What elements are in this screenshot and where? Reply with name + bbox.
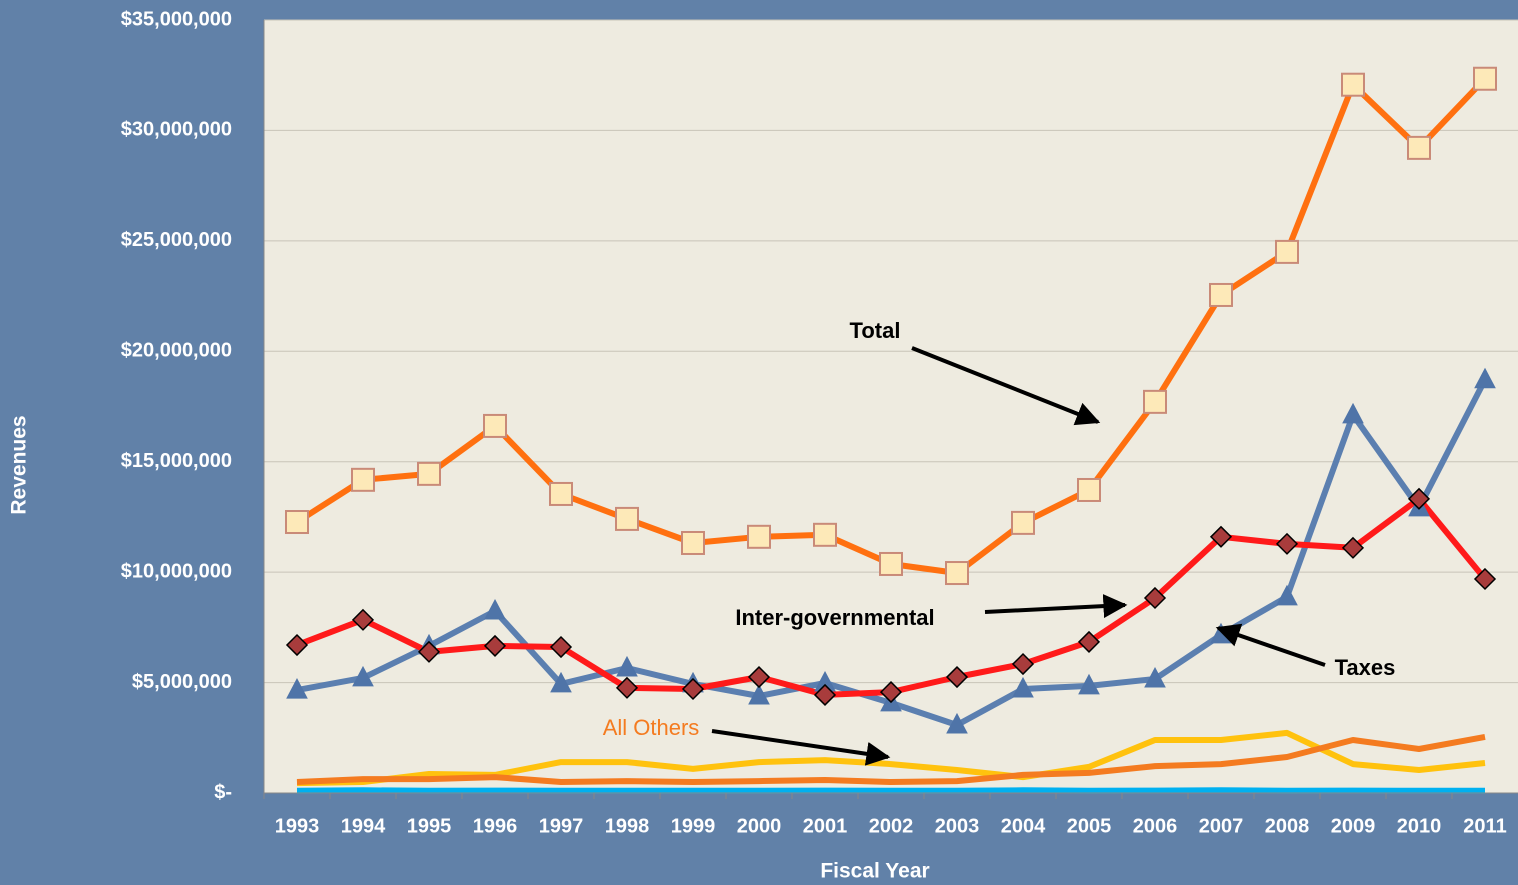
marker (1077, 477, 1101, 502)
marker (1474, 367, 1496, 389)
marker (351, 467, 375, 492)
marker (1407, 487, 1431, 510)
x-tick-label: 2009 (1331, 815, 1376, 837)
marker (748, 683, 770, 705)
plot-area (264, 20, 1518, 793)
marker (681, 677, 705, 701)
marker (484, 598, 506, 620)
annotation: Inter-governmental (735, 605, 934, 630)
x-tick-label: 2004 (1001, 815, 1046, 837)
marker (1276, 584, 1298, 606)
marker (549, 635, 573, 659)
y-tick-label: $15,000,000 (121, 450, 232, 472)
marker (1143, 389, 1167, 414)
marker (1341, 72, 1365, 97)
arrow (1215, 623, 1326, 667)
marker (616, 655, 638, 677)
marker (813, 683, 837, 706)
y-tick-label: $- (214, 781, 232, 803)
x-tick-label: 2008 (1265, 815, 1310, 837)
marker (417, 640, 441, 663)
annotation: Total (850, 318, 901, 343)
y-tick-label: $10,000,000 (121, 560, 232, 582)
marker (945, 665, 969, 689)
marker (747, 665, 771, 689)
marker (1012, 676, 1034, 698)
x-tick-label: 1993 (275, 815, 320, 837)
arrow (911, 346, 1101, 426)
marker (1011, 510, 1035, 535)
series-line (296, 733, 1486, 785)
marker (1209, 282, 1233, 307)
x-tick-label: 2005 (1067, 815, 1112, 837)
marker (681, 530, 705, 555)
series-line (296, 787, 1485, 794)
y-tick-label: $5,000,000 (132, 671, 232, 693)
marker (352, 665, 374, 687)
x-tick-label: 1998 (605, 815, 650, 837)
marker (1011, 652, 1035, 676)
x-tick-label: 1995 (407, 815, 452, 837)
x-axis-title: Fiscal Year (820, 860, 929, 883)
x-tick-label: 2000 (737, 815, 782, 837)
y-axis-title: Revenues (8, 415, 31, 514)
marker (1342, 402, 1364, 424)
y-tick-label: $35,000,000 (121, 8, 232, 30)
x-tick-label: 2003 (935, 815, 980, 837)
marker (1209, 525, 1233, 548)
x-tick-label: 2007 (1199, 815, 1244, 837)
marker (1078, 673, 1100, 695)
x-tick-label: 1999 (671, 815, 716, 837)
marker (615, 506, 639, 531)
marker (285, 510, 309, 535)
marker (747, 524, 771, 549)
x-tick-label: 1996 (473, 815, 518, 837)
x-tick-label: 2010 (1397, 815, 1442, 837)
arrow (711, 729, 891, 766)
y-tick-label: $25,000,000 (121, 229, 232, 251)
marker (483, 634, 507, 657)
marker (879, 681, 903, 704)
y-tick-label: $30,000,000 (121, 119, 232, 141)
arrow (984, 594, 1128, 619)
annotation: Taxes (1335, 655, 1396, 680)
annotation: All Others (603, 715, 700, 740)
x-tick-label: 1994 (341, 815, 386, 837)
marker (1144, 666, 1166, 688)
marker (351, 608, 375, 631)
marker (615, 676, 639, 699)
marker (945, 561, 969, 586)
marker (549, 481, 573, 506)
marker (1407, 135, 1431, 160)
marker (483, 413, 507, 438)
marker (879, 551, 903, 576)
marker (1341, 536, 1365, 559)
marker (417, 461, 441, 486)
x-tick-label: 2002 (869, 815, 914, 837)
x-tick-label: 2001 (803, 815, 848, 837)
marker (550, 671, 572, 693)
x-tick-label: 1997 (539, 815, 584, 837)
marker (1275, 239, 1299, 264)
marker (1275, 532, 1299, 555)
marker (946, 712, 968, 734)
marker (286, 678, 308, 699)
marker (1143, 586, 1167, 610)
x-tick-label: 2006 (1133, 815, 1178, 837)
x-tick-label: 2011 (1463, 815, 1506, 837)
y-tick-label: $20,000,000 (121, 340, 232, 362)
marker (1473, 66, 1497, 91)
marker (1473, 567, 1497, 591)
marker (285, 633, 309, 657)
marker (813, 522, 837, 547)
marker (1077, 630, 1101, 653)
